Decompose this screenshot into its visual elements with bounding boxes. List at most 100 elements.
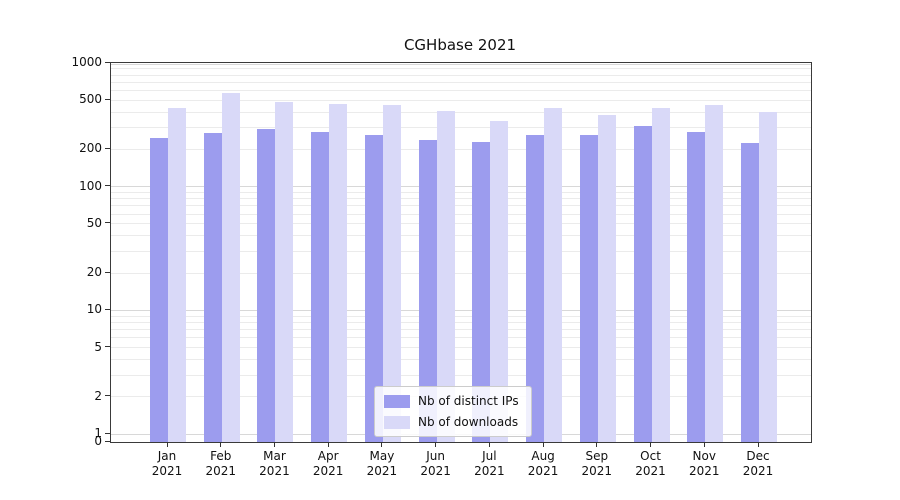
y-tick-mark — [105, 432, 110, 434]
chart-title: CGHbase 2021 — [403, 36, 517, 54]
y-tick-label: 100 — [79, 178, 102, 193]
x-tick-mark — [166, 442, 168, 447]
bar-nb-of-distinct-ips — [364, 135, 383, 442]
gridline-minor — [111, 272, 811, 274]
gridline-minor — [111, 74, 811, 76]
bar-nb-of-distinct-ips — [418, 139, 437, 442]
y-tick-mark — [105, 271, 110, 273]
bar-nb-of-distinct-ips — [472, 141, 491, 442]
gridline-minor — [111, 374, 811, 376]
y-tick-mark — [105, 308, 110, 310]
gridline-minor — [111, 213, 811, 215]
y-tick-mark — [105, 98, 110, 100]
x-tick-mark — [327, 442, 329, 447]
x-tick-label: Dec 2021 — [742, 449, 774, 478]
legend: Nb of distinct IPs Nb of downloads — [374, 386, 532, 437]
x-tick-mark — [542, 442, 544, 447]
legend-label-distinct-ips: Nb of distinct IPs — [418, 394, 519, 408]
bar-nb-of-downloads — [544, 108, 563, 442]
gridline-minor — [111, 347, 811, 349]
bar-nb-of-distinct-ips — [741, 143, 759, 442]
legend-item-distinct-ips: Nb of distinct IPs — [384, 394, 519, 408]
gridline-minor — [111, 89, 811, 91]
gridline-minor — [111, 127, 811, 129]
gridline-minor — [111, 315, 811, 317]
y-tick-label: 200 — [79, 141, 102, 156]
gridline-minor — [111, 68, 811, 70]
y-tick-label: 2 — [94, 388, 102, 403]
bar-nb-of-distinct-ips — [687, 132, 706, 442]
gridline-minor — [111, 148, 811, 150]
y-tick-mark — [105, 185, 110, 187]
gridline-major — [111, 186, 811, 188]
bar-nb-of-downloads — [490, 120, 509, 442]
y-tick-label: 50 — [86, 215, 102, 230]
y-tick-mark — [105, 440, 110, 442]
x-tick-mark — [381, 442, 383, 447]
x-tick-label: May 2021 — [366, 449, 398, 478]
x-tick-label: Apr 2021 — [312, 449, 344, 478]
bar-nb-of-downloads — [382, 104, 401, 442]
bar-nb-of-distinct-ips — [526, 135, 545, 442]
bar-nb-of-downloads — [275, 102, 294, 442]
gridline-minor — [111, 359, 811, 361]
gridline-minor — [111, 111, 811, 113]
x-tick-label: Mar 2021 — [259, 449, 290, 478]
gridline-minor — [111, 191, 811, 193]
y-tick-mark — [105, 395, 110, 397]
x-tick-mark — [650, 442, 652, 447]
x-tick-label: Jan 2021 — [151, 449, 183, 478]
bar-nb-of-downloads — [651, 107, 670, 442]
bar-nb-of-downloads — [705, 105, 724, 442]
bar-nb-of-downloads — [329, 103, 348, 442]
x-tick-mark — [220, 442, 222, 447]
bar-nb-of-distinct-ips — [311, 132, 330, 442]
y-tick-label: 10 — [86, 302, 102, 317]
x-tick-label: Jun 2021 — [420, 449, 451, 478]
bar-nb-of-downloads — [759, 111, 777, 442]
x-tick-mark — [596, 442, 598, 447]
legend-swatch-distinct-ips — [384, 394, 410, 408]
x-tick-mark — [488, 442, 490, 447]
plot-area: Nb of distinct IPs Nb of downloads — [110, 62, 812, 443]
bar-nb-of-distinct-ips — [633, 125, 652, 442]
gridline-major — [111, 63, 811, 65]
x-tick-label: Jul 2021 — [474, 449, 505, 478]
legend-label-downloads: Nb of downloads — [418, 415, 519, 429]
bar-nb-of-downloads — [436, 110, 455, 442]
gridline-minor — [111, 321, 811, 323]
gridline-minor — [111, 250, 811, 252]
y-tick-mark — [105, 346, 110, 348]
y-tick-label: 500 — [79, 92, 102, 107]
x-tick-label: Feb 2021 — [205, 449, 236, 478]
gridline-minor — [111, 198, 811, 200]
y-tick-label: 0 — [94, 434, 102, 448]
x-tick-mark — [757, 442, 759, 447]
x-tick-mark — [273, 442, 275, 447]
x-tick-label: Nov 2021 — [688, 449, 720, 478]
y-tick-mark — [105, 147, 110, 149]
bar-nb-of-downloads — [221, 93, 240, 442]
gridline-minor — [111, 329, 811, 330]
bar-nb-of-distinct-ips — [203, 133, 222, 442]
gridline-minor — [111, 223, 811, 225]
y-tick-label: 20 — [86, 265, 102, 280]
x-tick-label: Sep 2021 — [581, 449, 613, 478]
bar-nb-of-distinct-ips — [579, 135, 598, 442]
y-tick-mark — [105, 222, 110, 224]
x-tick-label: Oct 2021 — [635, 449, 666, 478]
gridline-major — [111, 309, 811, 311]
legend-item-downloads: Nb of downloads — [384, 415, 519, 429]
x-tick-mark — [435, 442, 437, 447]
gridline-minor — [111, 337, 811, 339]
gridline-minor — [111, 99, 811, 101]
gridline-minor — [111, 235, 811, 237]
x-tick-label: Aug 2021 — [527, 449, 559, 478]
bar-nb-of-downloads — [168, 107, 186, 442]
y-tick-label: 1000 — [71, 55, 102, 69]
y-tick-label: 1 — [94, 426, 102, 440]
bar-nb-of-distinct-ips — [257, 128, 276, 442]
gridline-minor — [111, 81, 811, 83]
bar-nb-of-distinct-ips — [150, 137, 168, 442]
